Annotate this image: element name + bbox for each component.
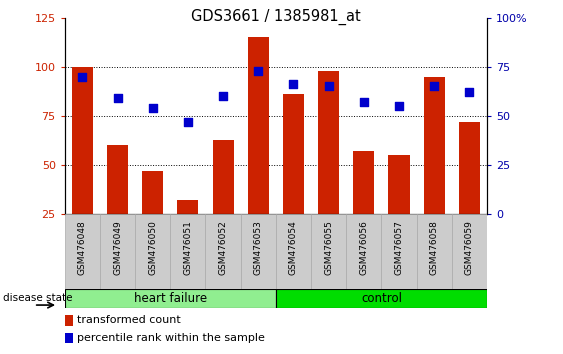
Text: control: control — [361, 292, 402, 305]
Point — [430, 84, 439, 89]
Bar — [65, 214, 100, 289]
Text: GSM476059: GSM476059 — [465, 220, 474, 275]
Text: GSM476056: GSM476056 — [359, 220, 368, 275]
Text: GSM476053: GSM476053 — [254, 220, 263, 275]
Bar — [72, 67, 93, 214]
Text: GSM476052: GSM476052 — [218, 220, 227, 275]
Bar — [276, 289, 487, 308]
Text: GSM476058: GSM476058 — [430, 220, 439, 275]
Point — [395, 103, 404, 109]
Bar — [382, 214, 417, 289]
Text: GSM476051: GSM476051 — [184, 220, 193, 275]
Text: GSM476050: GSM476050 — [148, 220, 157, 275]
Bar — [311, 214, 346, 289]
Bar — [241, 214, 276, 289]
Text: GSM476057: GSM476057 — [395, 220, 404, 275]
Bar — [417, 214, 452, 289]
Point — [254, 68, 263, 74]
Bar — [107, 145, 128, 214]
Text: GSM476048: GSM476048 — [78, 220, 87, 275]
Point — [324, 84, 333, 89]
Text: heart failure: heart failure — [134, 292, 207, 305]
Bar — [346, 214, 382, 289]
Bar — [135, 214, 171, 289]
Bar — [65, 289, 276, 308]
Bar — [452, 214, 487, 289]
Text: GSM476049: GSM476049 — [113, 220, 122, 275]
Text: disease state: disease state — [3, 293, 72, 303]
Bar — [388, 155, 410, 214]
Text: GDS3661 / 1385981_at: GDS3661 / 1385981_at — [191, 9, 361, 25]
Point — [78, 74, 87, 79]
Bar — [318, 71, 339, 214]
Bar — [354, 151, 374, 214]
Bar — [65, 333, 73, 343]
Bar — [65, 315, 73, 326]
Bar — [423, 76, 445, 214]
Bar — [142, 171, 163, 214]
Text: GSM476054: GSM476054 — [289, 220, 298, 275]
Point — [218, 93, 227, 99]
Bar — [283, 94, 304, 214]
Point — [148, 105, 157, 111]
Bar — [177, 200, 199, 214]
Point — [465, 90, 474, 95]
Text: percentile rank within the sample: percentile rank within the sample — [77, 333, 265, 343]
Bar — [276, 214, 311, 289]
Bar — [100, 214, 135, 289]
Bar — [459, 122, 480, 214]
Bar — [205, 214, 241, 289]
Point — [113, 96, 122, 101]
Bar — [213, 139, 234, 214]
Text: transformed count: transformed count — [77, 315, 181, 325]
Point — [184, 119, 193, 125]
Text: GSM476055: GSM476055 — [324, 220, 333, 275]
Point — [359, 99, 368, 105]
Bar — [171, 214, 205, 289]
Point — [289, 82, 298, 87]
Bar — [248, 37, 269, 214]
